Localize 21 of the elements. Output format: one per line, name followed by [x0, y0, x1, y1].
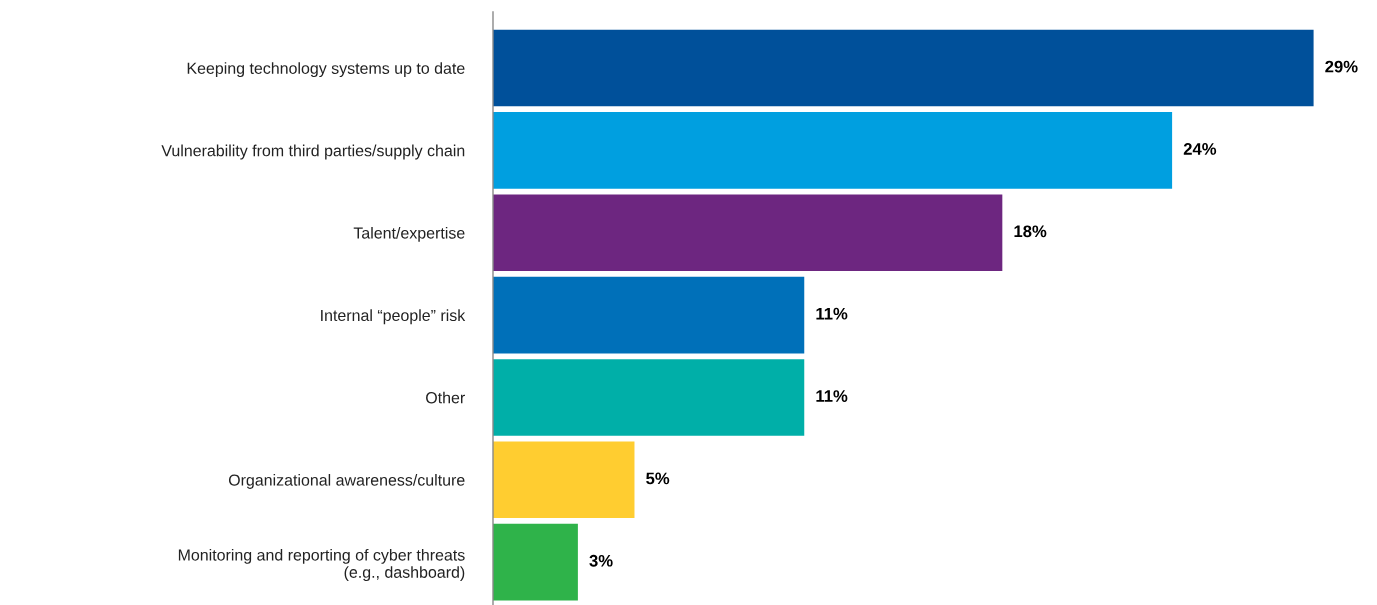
bar [493, 276, 805, 354]
data-label: 5% [646, 472, 670, 485]
data-label: 24% [1183, 143, 1217, 155]
data-label: 29% [1325, 60, 1358, 73]
y-tick-label: Other [426, 391, 465, 404]
data-label: 3% [589, 554, 613, 567]
bar [493, 441, 635, 519]
bar [493, 359, 805, 436]
bar [493, 29, 1314, 107]
y-tick-label: Keeping technology systems up to date [187, 62, 465, 78]
y-tick-label: Organizational awareness/culture [228, 474, 465, 489]
y-tick-label: Internal “people” risk [321, 309, 466, 325]
data-label: 11% [816, 390, 848, 402]
data-label: 11% [816, 307, 848, 320]
y-tick-label: Monitoring and reporting of cyber threats (e.g., dashboard) [178, 548, 465, 582]
bar [493, 523, 578, 601]
data-label: 18% [1014, 225, 1047, 238]
bar [493, 112, 1173, 189]
y-tick-label: Talent/expertise [353, 226, 465, 242]
y-tick-label: Vulnerability from third parties/supply chain [161, 144, 465, 160]
bar [493, 194, 1003, 272]
